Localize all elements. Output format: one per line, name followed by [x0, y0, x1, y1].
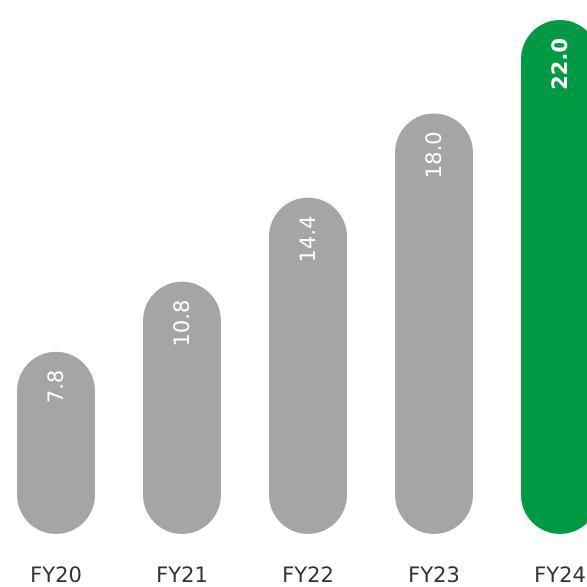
bar-fy20 [17, 351, 95, 534]
category-labels-group: FY20 FY21 FY22 FY23 FY24 [30, 563, 586, 587]
bar-fy22 [269, 197, 347, 534]
category-label-fy22: FY22 [282, 563, 334, 587]
value-label-fy20: 7.8 [44, 370, 68, 403]
value-label-fy22: 14.4 [296, 216, 320, 263]
value-labels-group: 7.8 10.8 14.4 18.0 22.0 [44, 38, 572, 403]
bar-fy24 [521, 20, 587, 534]
category-label-fy23: FY23 [408, 563, 460, 587]
value-label-fy21: 10.8 [170, 300, 194, 347]
bar-fy23 [395, 113, 473, 535]
category-label-fy24: FY24 [534, 563, 586, 587]
bars-group [17, 20, 587, 535]
category-label-fy20: FY20 [30, 563, 82, 587]
bar-fy21 [143, 281, 221, 534]
value-label-fy23: 18.0 [422, 131, 446, 178]
value-label-fy24: 22.0 [548, 38, 572, 90]
category-label-fy21: FY21 [156, 563, 208, 587]
